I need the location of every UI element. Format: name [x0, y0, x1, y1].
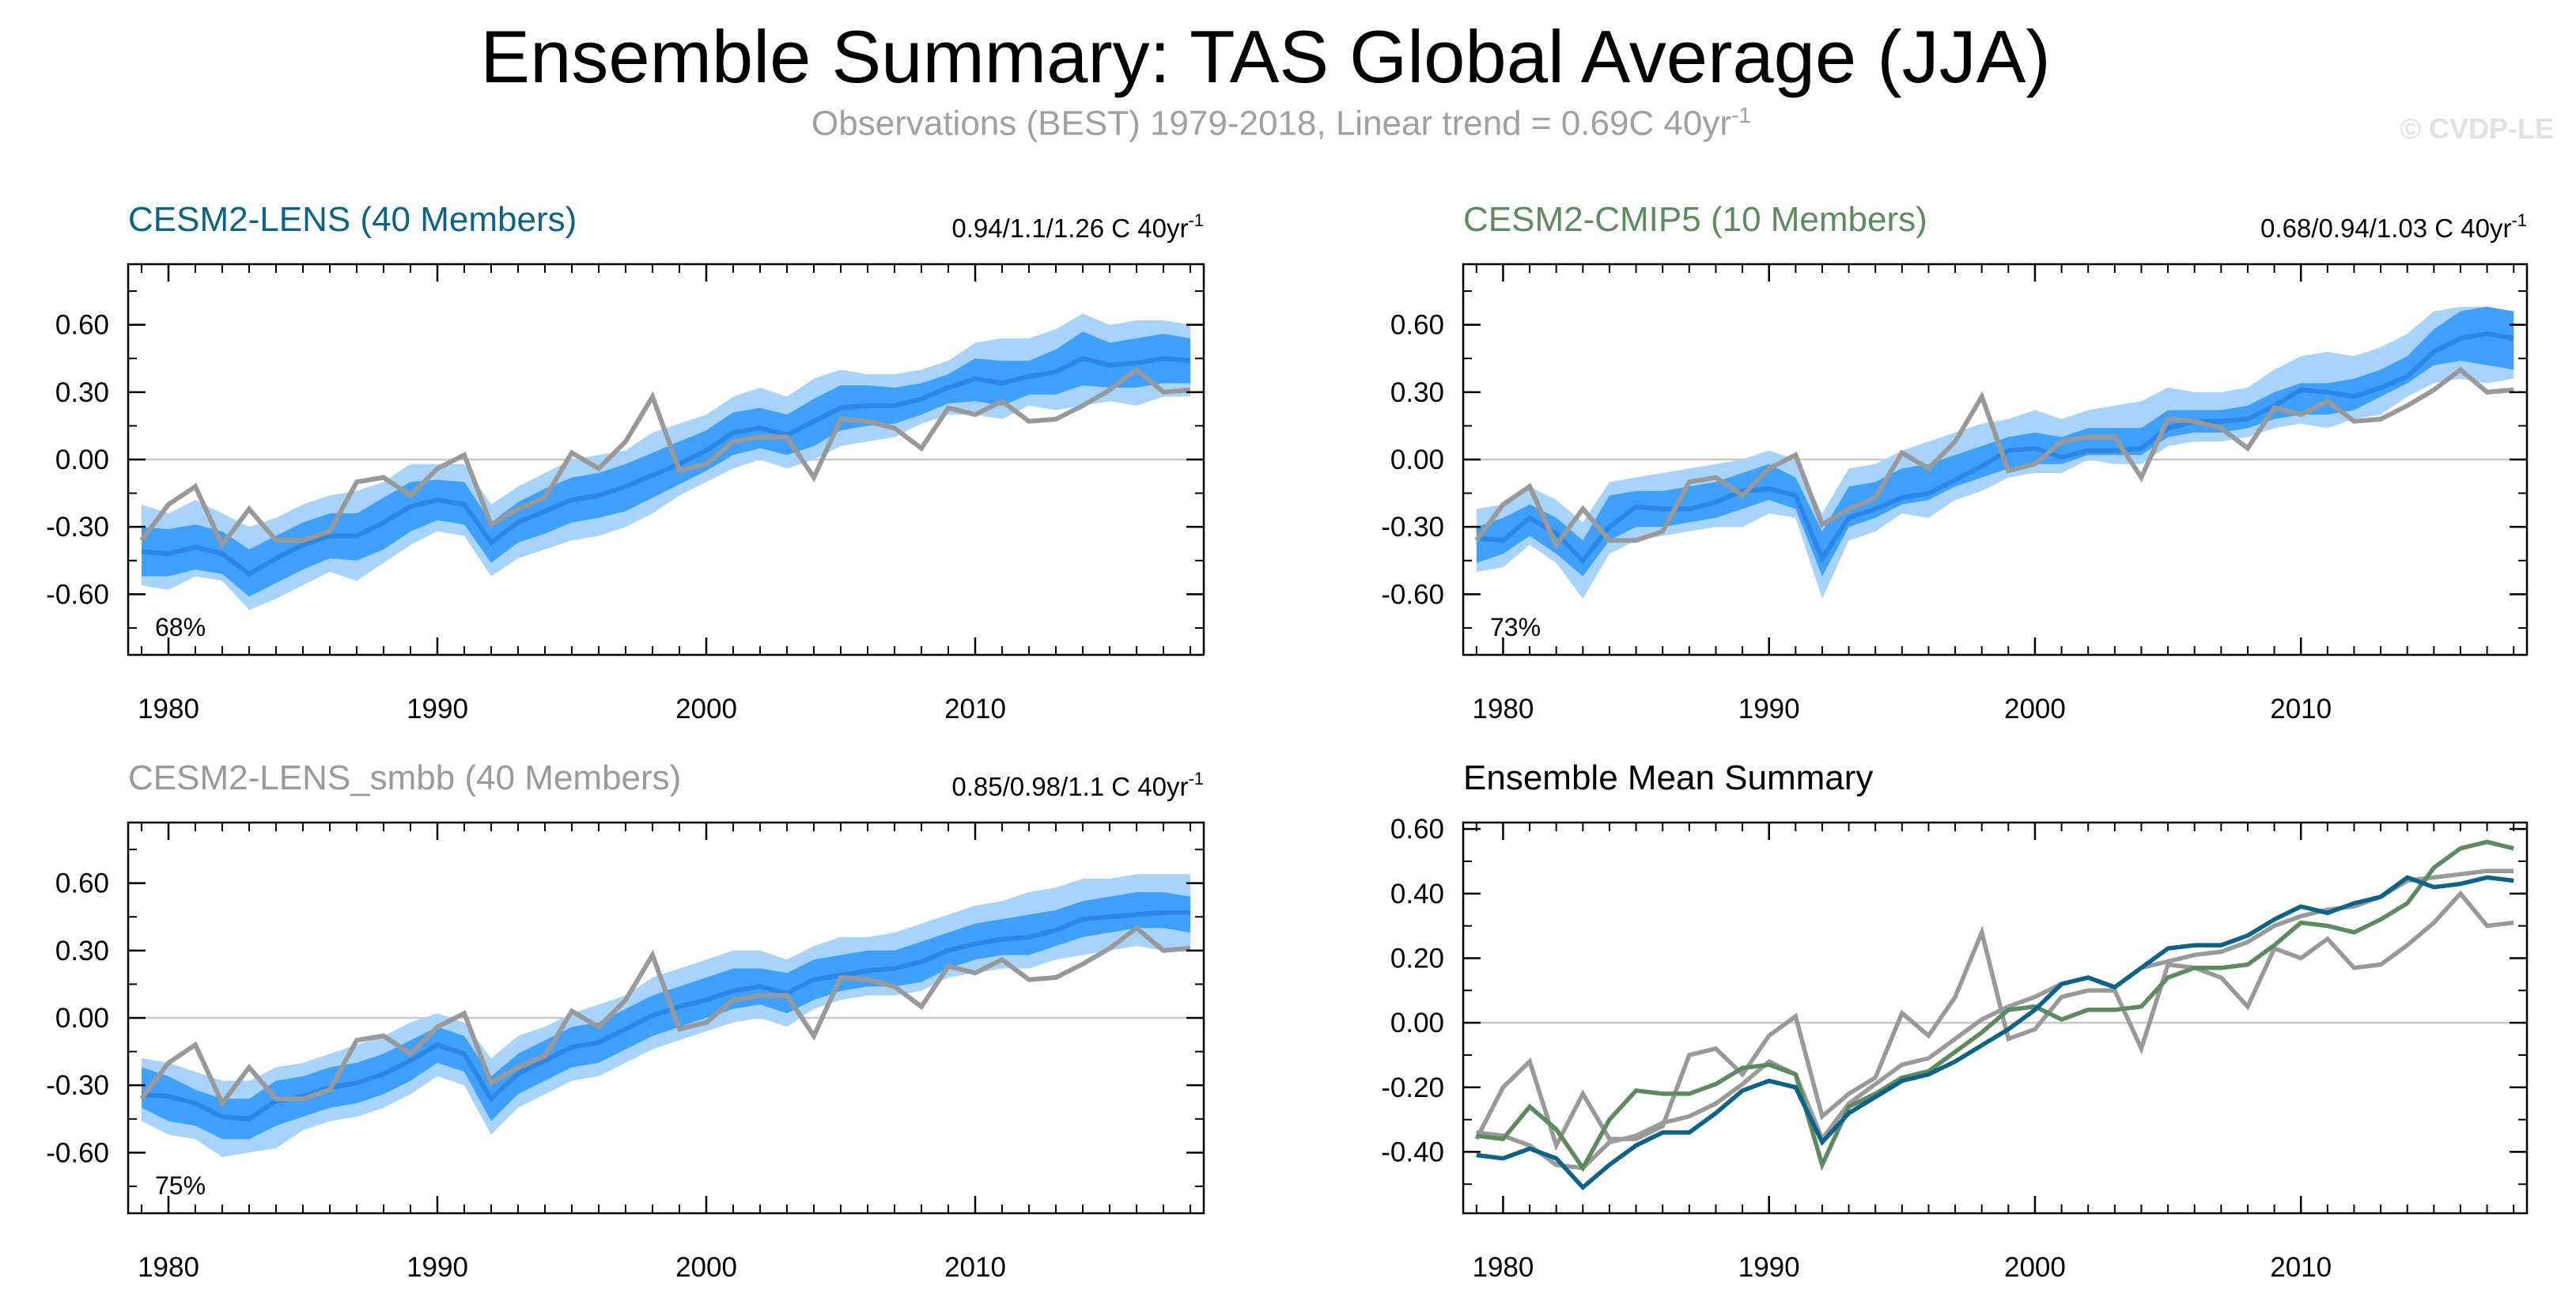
series-line-cesm2-lens	[1476, 875, 2514, 1191]
x-tick-label: 1980	[138, 694, 199, 724]
y-tick-label: 0.00	[55, 1003, 109, 1034]
page-title: Ensemble Summary: TAS Global Average (JJ…	[480, 15, 2051, 98]
x-tick-label: 2010	[944, 1252, 1006, 1283]
observations-line	[139, 366, 1191, 550]
credit-watermark: © CVDP-LE	[2400, 112, 2554, 145]
y-tick-label: 0.60	[1390, 310, 1444, 341]
x-tick-label: 1990	[1738, 694, 1800, 724]
page-subtitle: Observations (BEST) 1979-2018, Linear tr…	[0, 103, 2563, 144]
y-tick-label: 0.30	[55, 936, 109, 966]
observations-line	[139, 925, 1191, 1108]
y-tick-label: 0.00	[1390, 444, 1444, 475]
x-tick-label: 1990	[407, 694, 468, 724]
subtitle-exponent: -1	[1731, 103, 1751, 127]
x-tick-label: 1980	[1473, 1252, 1534, 1283]
y-tick-label: -0.60	[1381, 579, 1444, 610]
percent-label: 73%	[1490, 613, 1541, 641]
y-tick-label: -0.30	[46, 1070, 109, 1101]
ensemble-inner-band	[142, 892, 1190, 1140]
panel-cesm2-lens: 68% 0.94/1.1/1.26 C 40yr-1 1980 1990 2000 201…	[46, 200, 1205, 724]
y-tick-label: -0.20	[1381, 1072, 1444, 1103]
y-tick-label: 0.60	[55, 310, 109, 341]
panel-title: Ensemble Mean Summary	[1463, 758, 1873, 797]
ensemble-mean-line	[1476, 331, 2514, 565]
trend-label: 0.94/1.1/1.26 C 40yr-1	[951, 210, 1204, 243]
y-tick-label: -0.40	[1381, 1137, 1444, 1167]
panel-ensemble-mean-summary: 1980 1990 2000 2010 0.60 0.40 0.20 0.00 -0.20 -0.…	[1381, 758, 2529, 1283]
y-tick-label: 0.60	[55, 868, 109, 899]
ensemble-inner-band	[142, 331, 1190, 597]
x-tick-label: 2000	[2004, 1252, 2066, 1283]
plot-frame	[1462, 821, 2529, 1215]
panel-title: CESM2-LENS_smbb (40 Members)	[128, 758, 681, 797]
trend-label: 0.68/0.94/1.03 C 40yr-1	[2260, 210, 2527, 243]
percent-label: 68%	[155, 613, 206, 641]
trend-exponent: -1	[2511, 210, 2527, 230]
series-line-observations	[1474, 890, 2514, 1152]
y-tick-label: 0.30	[1390, 377, 1444, 408]
y-tick-label: -0.60	[46, 579, 109, 610]
x-tick-label: 1980	[1473, 694, 1534, 724]
y-tick-label: 0.00	[1390, 1008, 1444, 1038]
panel-title: CESM2-CMIP5 (10 Members)	[1463, 200, 1927, 239]
x-tick-label: 2010	[2270, 694, 2332, 724]
ensemble-mean-line	[141, 356, 1191, 577]
series-line-cesm2-cmip5	[1476, 839, 2514, 1173]
y-tick-label: -0.30	[1381, 512, 1444, 543]
y-tick-label: 0.20	[1390, 943, 1444, 974]
y-tick-label: 0.40	[1390, 879, 1444, 910]
ensemble-inner-band	[1476, 306, 2514, 577]
y-tick-label: -0.60	[46, 1137, 109, 1168]
y-tick-label: 0.00	[55, 444, 109, 475]
trend-exponent: -1	[1188, 769, 1204, 789]
x-tick-label: 1990	[407, 1252, 468, 1283]
observations-line	[1474, 366, 2514, 550]
x-tick-label: 2000	[675, 694, 737, 724]
trend-exponent: -1	[1188, 210, 1204, 230]
percent-label: 75%	[155, 1171, 206, 1200]
panel-cesm2-cmip5: 73% 0.68/0.94/1.03 C 40yr-1 1980 1990 2000 20…	[1381, 200, 2529, 724]
x-tick-label: 1990	[1738, 1252, 1800, 1283]
x-tick-label: 2010	[2270, 1252, 2332, 1283]
x-tick-label: 1980	[138, 1252, 199, 1283]
subtitle-text: Observations (BEST) 1979-2018, Linear tr…	[811, 104, 1732, 143]
y-tick-label: -0.30	[46, 512, 109, 543]
panel-cesm2-lens-smbb: 75% 0.85/0.98/1.1 C 40yr-1 1980 1990 2000 201…	[46, 758, 1205, 1283]
trend-label: 0.85/0.98/1.1 C 40yr-1	[951, 769, 1204, 801]
x-tick-label: 2010	[944, 694, 1006, 724]
x-tick-label: 2000	[675, 1252, 737, 1283]
y-tick-label: 0.30	[55, 377, 109, 408]
y-tick-label: 0.60	[1390, 814, 1444, 845]
panel-title: CESM2-LENS (40 Members)	[128, 200, 577, 239]
x-tick-label: 2000	[2004, 694, 2066, 724]
